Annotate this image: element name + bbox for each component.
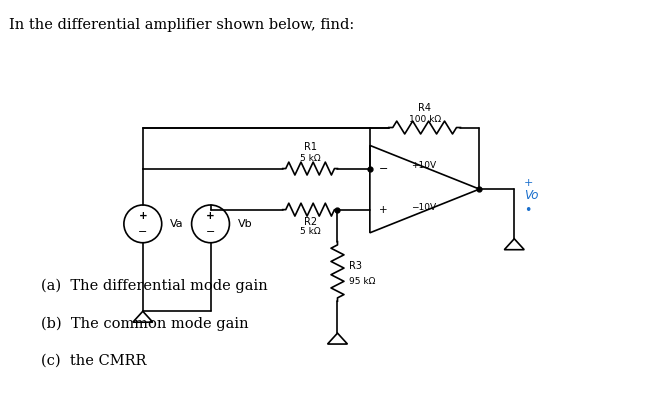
Text: +: + <box>206 211 215 221</box>
Text: 5 kΩ: 5 kΩ <box>300 154 321 163</box>
Text: (a)  The differential mode gain: (a) The differential mode gain <box>41 279 268 293</box>
Text: In the differential amplifier shown below, find:: In the differential amplifier shown belo… <box>9 18 355 32</box>
Text: +: + <box>524 178 534 188</box>
Text: R2: R2 <box>304 217 317 227</box>
Text: (b)  The common mode gain: (b) The common mode gain <box>41 316 249 330</box>
Text: R1: R1 <box>304 142 317 152</box>
Text: Vb: Vb <box>237 219 252 229</box>
Text: (c)  the CMRR: (c) the CMRR <box>41 354 146 368</box>
Text: +10V: +10V <box>411 161 437 170</box>
Text: −: − <box>138 227 147 237</box>
Text: +: + <box>379 204 388 215</box>
Text: Va: Va <box>170 219 183 229</box>
Text: •: • <box>524 204 532 218</box>
Text: Vo: Vo <box>524 189 539 202</box>
Text: −: − <box>206 227 215 237</box>
Text: 100 kΩ: 100 kΩ <box>409 115 441 124</box>
Text: R3: R3 <box>349 261 362 272</box>
Text: +: + <box>138 211 147 221</box>
Text: 95 kΩ: 95 kΩ <box>349 277 376 286</box>
Text: −: − <box>379 164 388 173</box>
Text: −10V: −10V <box>411 203 437 212</box>
Text: R4: R4 <box>418 103 431 112</box>
Text: 5 kΩ: 5 kΩ <box>300 227 321 236</box>
